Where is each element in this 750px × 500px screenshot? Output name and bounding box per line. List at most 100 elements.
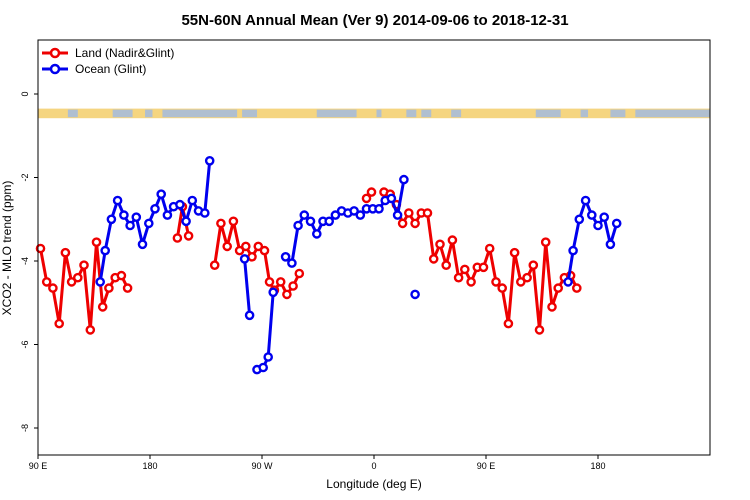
data-point <box>97 302 108 312</box>
legend-land-marker <box>49 47 61 59</box>
data-point <box>497 283 508 293</box>
band-ocean-patch <box>162 109 238 118</box>
data-point <box>239 254 250 264</box>
data-point <box>428 254 439 264</box>
data-point <box>403 208 414 218</box>
data-point <box>125 220 135 231</box>
data-point <box>374 203 384 214</box>
data-point <box>509 247 520 258</box>
data-point <box>574 214 585 225</box>
x-axis-label: Longitude (deg E) <box>326 477 421 491</box>
data-point <box>263 352 274 362</box>
data-point <box>287 258 297 268</box>
data-point <box>288 281 298 291</box>
data-point <box>361 193 372 204</box>
data-point <box>349 206 359 216</box>
legend: Land (Nadir&Glint) Ocean (Glint) <box>42 46 174 76</box>
data-point <box>435 239 445 250</box>
band-ocean-patch <box>635 109 710 118</box>
data-point <box>216 218 226 229</box>
data-point <box>240 241 251 252</box>
data-point <box>268 287 279 298</box>
y-tick-label: -6 <box>20 340 30 348</box>
band-ocean-patch <box>316 109 357 118</box>
data-point <box>547 302 557 312</box>
data-point <box>183 231 194 241</box>
y-tick-label: -4 <box>20 257 30 265</box>
data-point <box>386 193 397 204</box>
data-point <box>199 208 210 218</box>
data-point <box>397 218 408 229</box>
band-ocean-patch <box>242 109 258 118</box>
series-land <box>35 187 582 335</box>
data-point <box>599 212 610 222</box>
x-tick-label: 0 <box>371 461 376 471</box>
data-point <box>447 235 458 245</box>
data-point <box>228 216 239 227</box>
data-point <box>259 245 270 256</box>
series-layer <box>35 155 622 375</box>
data-point <box>181 216 191 227</box>
data-point <box>156 189 166 199</box>
y-tick-label: -2 <box>20 173 30 181</box>
data-point <box>131 212 142 222</box>
data-point <box>534 325 545 335</box>
x-axis: 90 E 180 90 W 0 90 E 180 <box>29 455 606 471</box>
y-tick-label: 0 <box>20 91 30 96</box>
data-point <box>85 325 96 335</box>
data-point <box>162 210 173 220</box>
data-point <box>104 283 114 293</box>
data-point <box>54 318 65 329</box>
x-tick-label: 90 W <box>251 461 273 471</box>
data-point <box>311 229 322 239</box>
data-point <box>264 277 275 287</box>
data-point <box>275 277 286 287</box>
data-point <box>100 245 110 256</box>
chart-title: 55N-60N Annual Mean (Ver 9) 2014-09-06 t… <box>181 12 568 29</box>
data-point <box>282 289 292 300</box>
data-point <box>122 283 133 293</box>
data-point <box>73 272 83 283</box>
y-tick-label: -8 <box>20 424 30 432</box>
data-point <box>35 243 46 254</box>
x-tick-label: 180 <box>142 461 157 471</box>
data-point <box>106 214 117 225</box>
data-point <box>528 260 539 271</box>
x-tick-label: 180 <box>590 461 605 471</box>
data-point <box>91 237 102 247</box>
data-point <box>119 210 129 220</box>
band-ocean-patch <box>580 109 589 118</box>
data-point <box>280 251 291 262</box>
band-ocean-patch <box>145 109 153 118</box>
data-point <box>79 260 89 271</box>
data-point <box>540 237 551 247</box>
data-point <box>66 277 77 287</box>
data-point <box>95 277 105 287</box>
data-point <box>453 272 464 283</box>
data-point <box>611 218 622 229</box>
data-point <box>355 210 366 220</box>
band-ocean-patch <box>112 109 133 118</box>
band-ocean-patch <box>67 109 78 118</box>
data-point <box>293 220 303 231</box>
data-point <box>392 210 403 220</box>
data-point <box>410 218 420 229</box>
data-point <box>466 277 476 287</box>
data-point <box>522 272 532 283</box>
band-ocean-patch <box>421 109 432 118</box>
data-point <box>568 245 578 256</box>
data-point <box>441 260 452 271</box>
y-axis-label: XCO2 - MLO trend (ppm) <box>0 181 14 316</box>
series-ocean <box>95 155 622 375</box>
data-point <box>143 218 154 229</box>
data-point <box>330 210 341 220</box>
data-point <box>258 362 269 373</box>
data-point <box>478 262 489 273</box>
data-point <box>299 210 310 220</box>
data-point <box>253 241 264 252</box>
data-point <box>60 247 71 258</box>
data-point <box>137 239 148 250</box>
band-ocean-patch <box>376 109 382 118</box>
data-point <box>484 243 495 254</box>
